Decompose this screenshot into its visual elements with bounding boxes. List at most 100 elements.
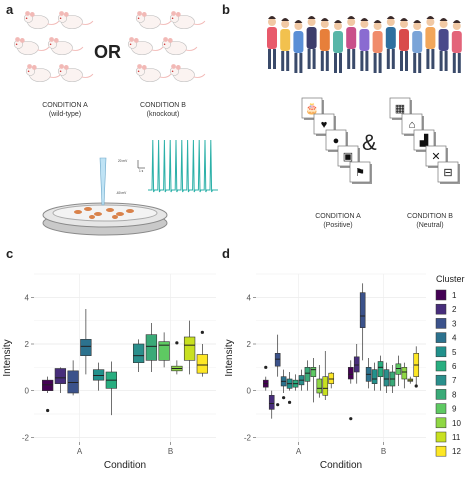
- crowd-illustration: [267, 16, 462, 73]
- legend-swatch-1: [435, 289, 447, 301]
- box-cluster-12-B: [196, 330, 209, 377]
- mouse-icon: [127, 37, 164, 55]
- condition-a-caption-a: CONDITION A (wild-type): [20, 101, 110, 119]
- legend-label-12: 12: [452, 447, 461, 456]
- legend-swatch-9: [435, 403, 447, 414]
- box-cluster-8-A: [304, 360, 311, 391]
- legend-label-6: 6: [452, 362, 457, 371]
- legend-swatch-8: [435, 389, 447, 400]
- person-icon: [399, 18, 409, 71]
- plot-area: [256, 274, 426, 442]
- mouse-icon: [135, 64, 172, 82]
- box-cluster-6-B: [377, 355, 384, 391]
- box: [92, 369, 105, 381]
- box: [328, 372, 335, 384]
- person-icon: [346, 16, 357, 69]
- box-cluster-9-A: [310, 358, 317, 403]
- box: [41, 379, 54, 391]
- condition-a-title: CONDITION A: [315, 213, 361, 220]
- condition-b-caption-b: CONDITION B (Neutral): [390, 212, 470, 230]
- mouse-icon: [57, 11, 94, 29]
- outlier-point: [349, 417, 353, 421]
- y-tick-label: 0: [247, 387, 252, 396]
- legend-swatch-11: [435, 431, 447, 443]
- mouse-icon: [161, 37, 198, 55]
- box-cluster-7-B: [132, 339, 145, 372]
- x-tick-label: B: [168, 447, 173, 456]
- legend-title: Cluster: [436, 274, 465, 284]
- box: [383, 369, 390, 387]
- box: [401, 367, 408, 380]
- x-axis-label: Condition: [104, 460, 146, 471]
- panel-letter-a: a: [6, 2, 14, 17]
- svg-text:🎂: 🎂: [305, 101, 319, 115]
- svg-text:●: ●: [333, 135, 340, 147]
- legend-label-7: 7: [452, 376, 457, 385]
- person-icon: [438, 18, 449, 71]
- legend-label-8: 8: [452, 390, 457, 399]
- mouse-icon: [169, 11, 206, 29]
- box-cluster-3-A: [274, 334, 281, 407]
- box-cluster-4-A: [80, 309, 92, 375]
- x-tick-label: A: [296, 447, 302, 456]
- condition-a-caption-b: CONDITION A (Positive): [298, 212, 378, 230]
- box: [359, 292, 366, 328]
- person-icon: [306, 16, 317, 69]
- y-tick-label: 2: [247, 340, 252, 349]
- box: [183, 336, 196, 361]
- mouse-icon: [57, 64, 94, 82]
- person-icon: [359, 18, 370, 71]
- box: [145, 334, 158, 361]
- box: [268, 395, 275, 410]
- person-icon: [372, 20, 383, 73]
- condition-b-title: CONDITION B: [140, 102, 186, 109]
- box-cluster-9-B: [158, 332, 170, 368]
- svg-text:✕: ✕: [431, 151, 440, 163]
- box-cluster-8-B: [145, 323, 158, 372]
- barn-icon: ⊟: [437, 161, 460, 184]
- legend-swatch-7: [435, 374, 447, 386]
- mouse-icon: [13, 37, 50, 55]
- person-icon: [319, 18, 330, 71]
- neutral-image-cards: ▦ ⌂▟✕⊟: [389, 97, 460, 184]
- box: [310, 367, 317, 377]
- box-cluster-12-A: [328, 372, 335, 389]
- box-cluster-5-A: [92, 362, 105, 391]
- mice-group-b: [127, 11, 206, 82]
- positive-image-cards: 🎂♥ ●▣⚑: [301, 97, 372, 184]
- box-cluster-9-B: [395, 355, 402, 386]
- mice-group-a: [13, 11, 94, 82]
- svg-text:⊟: ⊟: [443, 167, 452, 179]
- box: [371, 369, 378, 384]
- y-axis-label: Intensity: [224, 339, 235, 376]
- ampersand-label: &: [362, 130, 377, 155]
- mouse-icon: [23, 11, 60, 29]
- legend-swatch-4: [435, 332, 447, 343]
- box-cluster-1-A: [262, 365, 269, 391]
- box-cluster-11-A: [322, 351, 329, 400]
- y-tick-label: 0: [25, 387, 30, 396]
- outlier-point: [414, 384, 418, 388]
- svg-text:⚑: ⚑: [355, 167, 365, 179]
- house-icon: ⌂: [401, 113, 424, 136]
- y-tick-label: 4: [25, 293, 30, 302]
- box-cluster-10-B: [401, 362, 408, 389]
- person-icon: [333, 20, 343, 73]
- legend-swatch-10: [435, 417, 447, 429]
- box: [132, 343, 145, 363]
- box-cluster-7-B: [383, 362, 390, 393]
- box-cluster-3-B: [359, 283, 366, 361]
- box: [196, 354, 209, 374]
- panel-b-illustration: 🎂♥ ●▣⚑ ▦ ⌂▟✕⊟: [267, 16, 462, 184]
- condition-a-sub: (Positive): [323, 222, 353, 229]
- box: [80, 339, 92, 356]
- box: [377, 361, 384, 377]
- box: [322, 376, 329, 396]
- outlier-point: [200, 330, 204, 334]
- y-axis-label: Intensity: [2, 339, 13, 376]
- box-cluster-4-B: [365, 358, 372, 389]
- box-cluster-5-A: [286, 372, 293, 404]
- trace-baseline-label: -60 mV: [116, 191, 127, 195]
- svg-text:▦: ▦: [395, 103, 405, 115]
